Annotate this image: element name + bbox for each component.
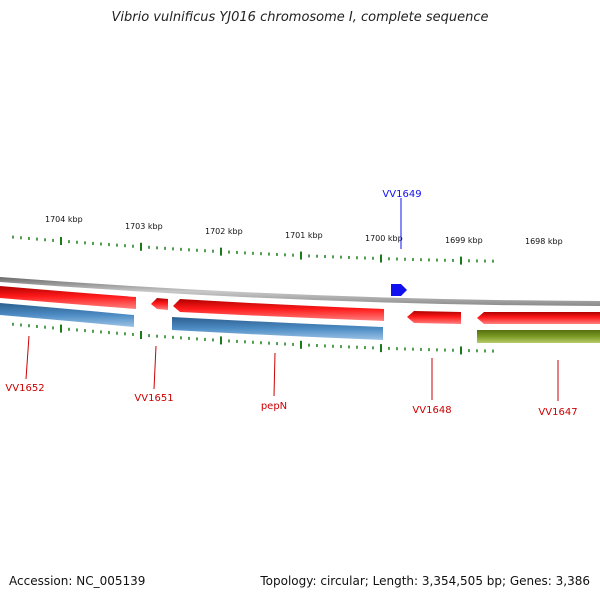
scale-label-1700: 1700 kbp — [365, 234, 403, 243]
cds-feature-vv1652[interactable] — [0, 286, 136, 309]
cds-feature-vv1647[interactable] — [477, 312, 600, 324]
gene-label-vv1651[interactable]: VV1651 — [134, 393, 173, 404]
olive-feature — [477, 330, 600, 343]
blue-feature-1 — [0, 303, 134, 327]
gene-vv1649-arrow[interactable] — [391, 284, 407, 296]
blue-feature-2 — [172, 317, 383, 340]
cds-feature-pepn[interactable] — [173, 299, 384, 321]
gene-label-vv1649[interactable]: VV1649 — [382, 189, 421, 200]
gene-label-vv1648[interactable]: VV1648 — [412, 405, 451, 416]
scale-label-1699: 1699 kbp — [445, 236, 483, 245]
cds-feature-vv1648[interactable] — [407, 311, 461, 324]
scale-label-1704: 1704 kbp — [45, 215, 83, 224]
chromosome-backbone — [0, 277, 600, 306]
cds-feature-vv1651[interactable] — [151, 298, 168, 310]
scale-ticks-bottom — [12, 322, 494, 355]
scale-ticks-top — [12, 235, 494, 265]
gene-pepn-leader — [273, 352, 276, 397]
gene-label-vv1652[interactable]: VV1652 — [5, 383, 44, 394]
gene-vv1652-leader — [25, 335, 30, 380]
map-title: Vibrio vulnificus YJ016 chromosome I, co… — [111, 10, 489, 25]
topology-summary: Topology: circular; Length: 3,354,505 bp… — [260, 574, 590, 588]
scale-label-1698: 1698 kbp — [525, 237, 563, 246]
scale-label-1702: 1702 kbp — [205, 227, 243, 236]
scale-label-1703: 1703 kbp — [125, 222, 163, 231]
accession-text: Accession: NC_005139 — [9, 574, 146, 588]
gene-vv1651-leader — [153, 345, 157, 390]
gene-label-vv1647[interactable]: VV1647 — [538, 407, 577, 418]
gene-label-pepn[interactable]: pepN — [261, 401, 287, 412]
scale-label-1701: 1701 kbp — [285, 231, 323, 240]
